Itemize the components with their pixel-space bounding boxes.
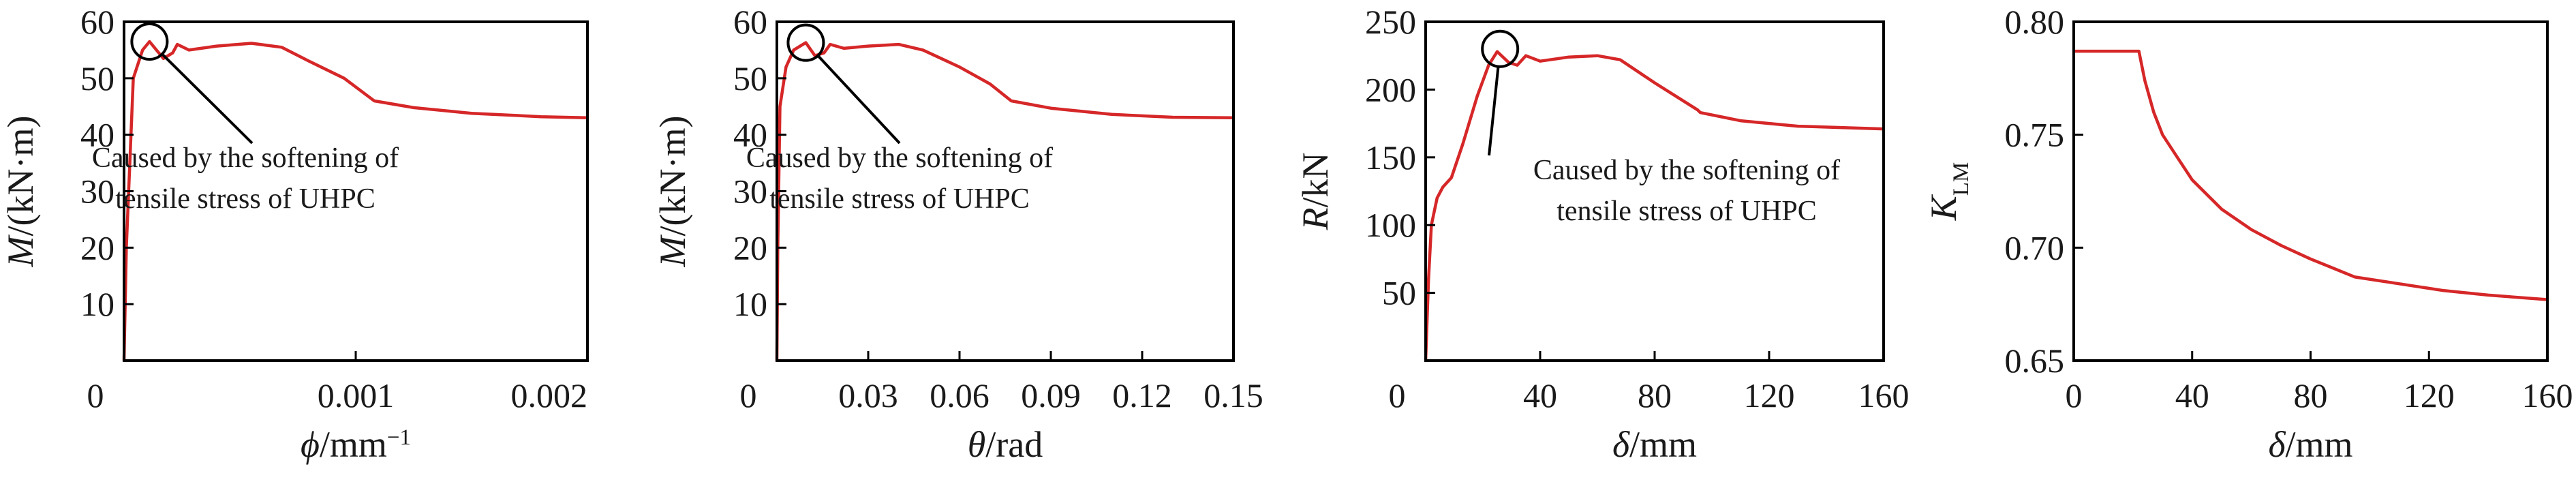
x-tick-label: 0.03 xyxy=(838,376,898,414)
x-tick-label: 0 xyxy=(87,376,104,414)
y-axis-label: R/kN xyxy=(1295,153,1336,231)
y-tick-label: 0.70 xyxy=(2005,228,2065,267)
x-axis-label-part: δ xyxy=(2268,424,2286,465)
y-tick-label: 100 xyxy=(1365,206,1416,244)
y-axis-label-part: /kN xyxy=(1295,153,1336,208)
y-tick-label: 10 xyxy=(733,285,767,323)
annotation-leader xyxy=(161,52,254,145)
x-tick-label: 0.002 xyxy=(511,376,588,414)
x-tick-label: 0 xyxy=(2066,376,2083,414)
series-line xyxy=(2074,49,2548,301)
y-axis-label-part: R xyxy=(1295,208,1336,231)
x-tick-label: 0.001 xyxy=(318,376,395,414)
y-axis-label-part: /(kN·m) xyxy=(652,116,693,237)
x-tick-label: 0.15 xyxy=(1203,376,1263,414)
x-tick-label: 120 xyxy=(2404,376,2455,414)
y-axis-label: M/(kN·m) xyxy=(0,116,41,268)
x-tick-label: 40 xyxy=(2175,376,2209,414)
y-tick-label: 200 xyxy=(1365,70,1416,108)
x-axis-label-part: /mm xyxy=(1629,424,1697,465)
x-axis-label: ϕ/mm−1 xyxy=(301,424,411,465)
annotation-text: Caused by the softening of xyxy=(92,142,399,174)
y-tick-label: 30 xyxy=(733,172,767,211)
x-tick-label: 80 xyxy=(1638,376,1672,414)
x-axis-label: δ/mm xyxy=(2268,424,2352,465)
y-tick-label: 0.65 xyxy=(2005,342,2065,380)
x-tick-label: 40 xyxy=(1523,376,1557,414)
x-tick-label: 0.12 xyxy=(1112,376,1172,414)
y-axis-label-part: K xyxy=(1923,194,1964,221)
y-tick-label: 60 xyxy=(733,3,767,41)
x-axis-label-part: /mm xyxy=(2286,424,2353,465)
chart-panel-1: 0 0.001 0.002 10 20 30 40 50 60 ϕ/mm−1 M/(kN·m) Cau… xyxy=(0,3,589,465)
x-tick-label: 160 xyxy=(1858,376,1910,414)
annotation-circle xyxy=(130,22,169,61)
x-axis-label-part: −1 xyxy=(387,425,411,450)
x-tick-label: 0.06 xyxy=(930,376,990,414)
y-tick-label: 0.80 xyxy=(2005,3,2065,41)
annotation-text: tensile stress of UHPC xyxy=(115,183,375,215)
x-tick-label: 0 xyxy=(740,376,757,414)
y-tick-label: 50 xyxy=(1382,274,1416,312)
annotation-text: tensile stress of UHPC xyxy=(1557,196,1817,227)
x-axis-label-part: θ xyxy=(968,424,986,465)
y-tick-label: 50 xyxy=(80,59,114,97)
annotation-leader xyxy=(1488,66,1500,156)
y-axis-label-part: LM xyxy=(1949,162,1974,196)
series-line xyxy=(1424,50,1884,361)
x-tick-label: 80 xyxy=(2294,376,2328,414)
series-line xyxy=(122,40,588,361)
y-axis-label-part: M xyxy=(0,234,41,267)
annotation-text: Caused by the softening of xyxy=(746,142,1053,174)
x-tick-label: 120 xyxy=(1744,376,1795,414)
x-tick-label: 0.09 xyxy=(1021,376,1081,414)
annotation-circle xyxy=(786,23,825,62)
x-tick-label: 160 xyxy=(2522,376,2573,414)
x-axis-label-part: ϕ xyxy=(301,424,320,465)
x-tick-label: 0 xyxy=(1389,376,1406,414)
x-axis-label-part: δ xyxy=(1612,424,1630,465)
y-tick-label: 20 xyxy=(733,228,767,267)
y-tick-label: 10 xyxy=(80,285,114,323)
y-tick-label: 250 xyxy=(1365,3,1416,41)
x-axis-label-part: /mm xyxy=(320,424,387,465)
annotation-circle xyxy=(1481,29,1520,68)
y-axis-label: KLM xyxy=(1923,162,1974,222)
annotation-text: tensile stress of UHPC xyxy=(769,183,1030,215)
annotation-leader xyxy=(816,55,901,145)
x-axis-label-part: /rad xyxy=(985,424,1043,465)
y-tick-label: 60 xyxy=(80,3,114,41)
y-axis-label-part: M xyxy=(652,234,693,267)
chart-panel-2: 0 0.03 0.06 0.09 0.12 0.15102030405060θ/radM/… xyxy=(652,3,1263,465)
x-axis-label: θ/rad xyxy=(968,424,1043,465)
chart-panel-4: 0 40 80 120 160 0.65 0.70 0.75 0.80 δ/mm KLM xyxy=(1923,3,2573,465)
y-axis-label-part: /(kN·m) xyxy=(0,116,41,237)
y-tick-label: 0.75 xyxy=(2005,116,2065,154)
y-tick-label: 50 xyxy=(733,59,767,97)
y-axis-label: M/(kN·m) xyxy=(652,116,693,268)
x-axis-label: δ/mm xyxy=(1612,424,1697,465)
y-tick-label: 30 xyxy=(80,172,114,211)
y-tick-label: 40 xyxy=(733,116,767,154)
chart-panel-3: 0 40 80 120 160 50 100 150 200 250 δ/mm R/kN Caused … xyxy=(1295,3,1910,465)
annotation-text: Caused by the softening of xyxy=(1533,155,1840,186)
plot-frame xyxy=(1424,20,1885,362)
y-tick-label: 150 xyxy=(1365,138,1416,177)
y-tick-label: 20 xyxy=(80,228,114,267)
series-line xyxy=(775,41,1234,361)
y-tick-label: 40 xyxy=(80,116,114,154)
